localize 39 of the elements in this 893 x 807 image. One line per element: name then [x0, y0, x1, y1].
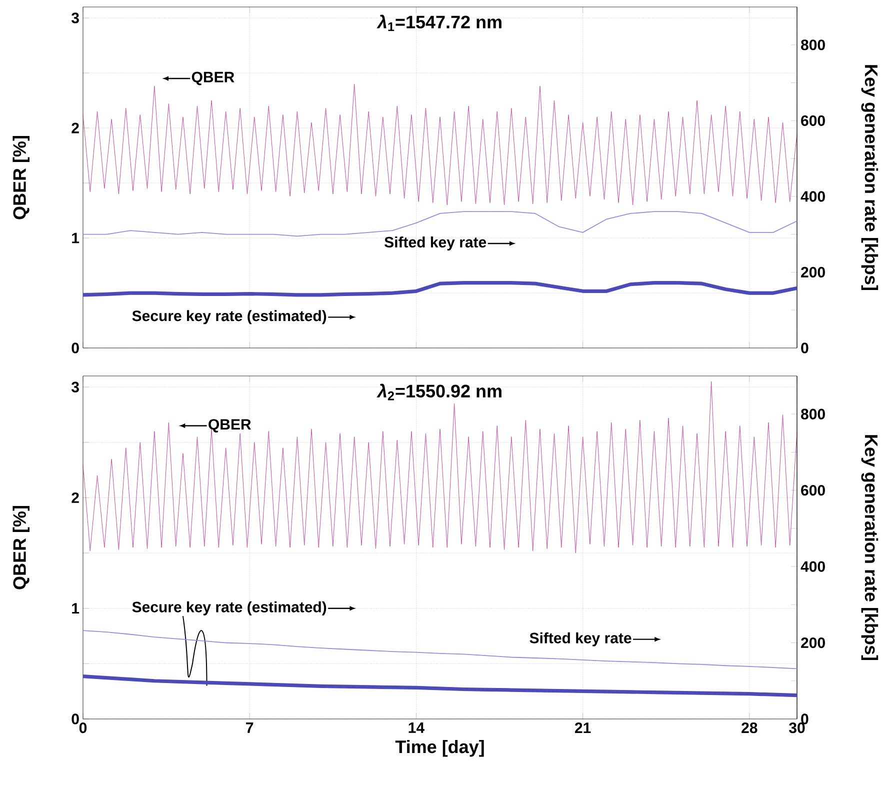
y-axis-title: QBER [%] — [12, 136, 30, 220]
series-label: QBER — [192, 72, 234, 86]
x-tick-label: 0 — [79, 722, 87, 734]
y2-tick-label: 400 — [800, 561, 825, 572]
chart-title: λ$_{1}$=1547.72 nm — [376, 14, 502, 32]
chart-title: λ$_{2}$=1550.92 nm — [376, 384, 502, 400]
y-tick-label: 0 — [72, 714, 79, 724]
y-tick-label: 0 — [72, 342, 79, 354]
y2-tick-label: 0 — [801, 714, 808, 724]
y2-tick-label: 200 — [801, 637, 825, 648]
x-tick-label: 14 — [408, 722, 424, 733]
x-axis-title: Time [day] — [395, 740, 484, 757]
y-tick-label: 1 — [72, 603, 80, 614]
y-tick-label: 2 — [72, 122, 79, 134]
x-tick-label: 30 — [789, 722, 805, 734]
series-label: Sifted key rate — [384, 236, 486, 250]
text: Secure key rate (estimated) — [132, 601, 326, 616]
y2-tick-label: 400 — [800, 191, 825, 202]
y2-axis-title: Key generation rate [kbps] — [861, 65, 878, 290]
y2-tick-label: 200 — [801, 266, 825, 278]
series-label: QBER — [208, 419, 252, 432]
y2-tick-label: 800 — [801, 40, 825, 50]
y-tick-label: 1 — [72, 232, 80, 244]
line-series — [82, 84, 798, 206]
series-label: Secure key rate (estimated) — [132, 310, 326, 324]
x-tick-label: 21 — [574, 722, 591, 733]
y2-tick-label: 600 — [801, 485, 825, 496]
y-tick-label: 3 — [71, 12, 79, 24]
y2-tick-label: 800 — [801, 408, 825, 420]
y2-tick-label: 600 — [801, 115, 825, 126]
series-label: Sifted key rate — [530, 632, 632, 646]
x-tick-label: 28 — [742, 722, 758, 734]
x-tick-label: 7 — [246, 722, 254, 733]
y-axis-title: QBER [%] — [12, 506, 30, 590]
y2-tick-label: 0 — [801, 342, 808, 354]
y-tick-label: 2 — [72, 492, 79, 503]
line-series — [82, 381, 798, 554]
y2-axis-title: Key generation rate [kbps] — [861, 435, 878, 660]
y-tick-label: 3 — [71, 382, 79, 392]
